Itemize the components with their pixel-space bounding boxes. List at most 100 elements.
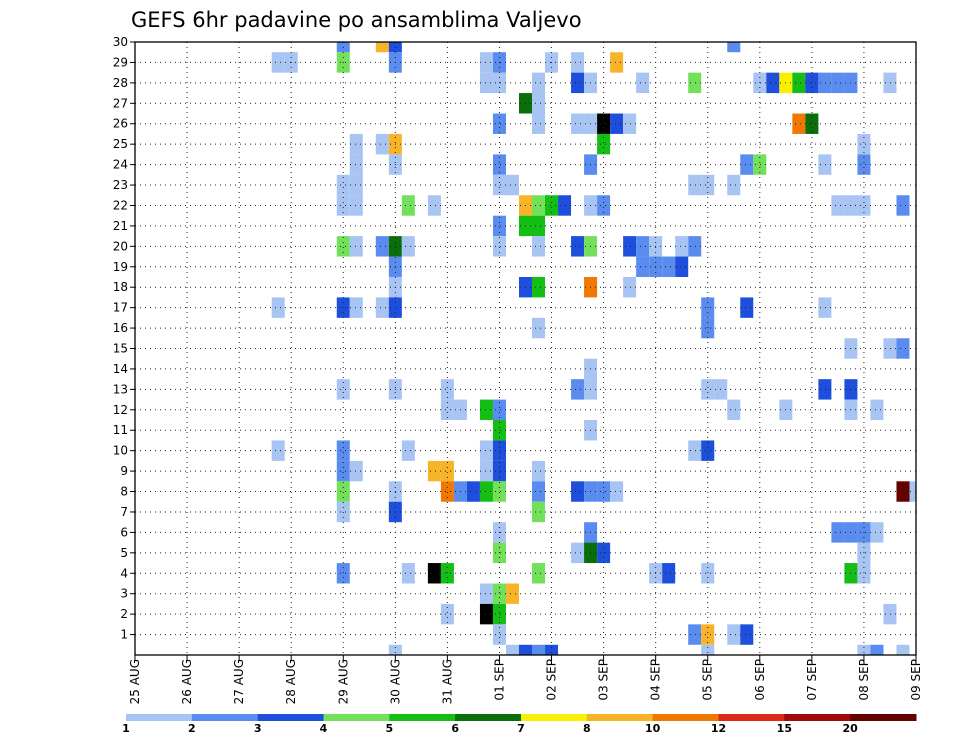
legend-label: 6 <box>451 722 459 735</box>
x-tick-label: 25 AUG <box>128 659 142 704</box>
precip-cell <box>532 276 546 298</box>
y-tick-label: 14 <box>113 362 128 376</box>
precip-cell <box>597 195 611 216</box>
y-tick-label: 4 <box>120 566 128 580</box>
precip-cell <box>479 481 493 502</box>
x-tick-label: 30 AUG <box>388 659 402 704</box>
precip-cell <box>349 460 363 482</box>
legend-swatch <box>126 714 193 721</box>
precip-cell <box>883 338 897 359</box>
precip-cell <box>688 72 702 94</box>
precip-cell <box>388 644 402 655</box>
legend-swatch <box>389 714 456 721</box>
precip-cell <box>479 52 493 73</box>
precip-cell <box>336 236 350 257</box>
precip-cell <box>857 644 871 655</box>
precip-cell <box>401 440 415 461</box>
legend-label: 10 <box>645 722 661 735</box>
x-tick-label: 09 SEP <box>909 659 923 701</box>
precip-cell <box>375 133 389 155</box>
precip-cell <box>740 624 754 645</box>
precip-cell <box>831 522 845 543</box>
precip-cell <box>571 542 585 564</box>
precip-cell <box>701 624 715 645</box>
y-tick-label: 6 <box>120 525 128 539</box>
precip-cell <box>466 481 480 502</box>
y-tick-label: 26 <box>113 117 128 131</box>
precip-cell <box>271 440 285 461</box>
precip-cell <box>479 399 493 421</box>
legend-swatch <box>521 714 588 721</box>
precip-cell <box>571 236 585 257</box>
precip-cell <box>336 563 350 584</box>
x-tick-label: 05 SEP <box>701 659 715 701</box>
precip-cell <box>896 338 910 359</box>
precip-cell <box>532 501 546 523</box>
y-tick-label: 30 <box>113 35 128 49</box>
y-tick-label: 7 <box>120 505 128 519</box>
y-tick-label: 3 <box>120 587 128 601</box>
precip-cell <box>597 133 611 155</box>
x-tick-label: 28 AUG <box>284 659 298 704</box>
precip-cell <box>857 563 871 584</box>
legend-swatch <box>784 714 851 721</box>
precip-cell <box>597 113 611 134</box>
precip-cell <box>623 276 637 298</box>
legend-swatch <box>652 714 719 721</box>
y-tick-label: 25 <box>113 137 128 151</box>
precip-cell <box>701 174 715 196</box>
precip-cell <box>870 522 884 543</box>
precip-cell <box>610 52 624 73</box>
precip-cell <box>636 256 650 277</box>
precip-cell <box>688 174 702 196</box>
precip-cell <box>349 297 363 318</box>
precip-cell <box>662 563 676 584</box>
precip-cell <box>349 133 363 155</box>
legend-swatch <box>586 714 654 721</box>
y-tick-label: 2 <box>120 607 128 621</box>
x-tick-label: 08 SEP <box>857 659 871 701</box>
y-tick-label: 8 <box>120 485 128 499</box>
ensemble-cells <box>271 42 916 655</box>
precip-cell <box>727 174 741 196</box>
precip-cell <box>545 644 559 655</box>
precip-cell <box>492 113 506 134</box>
precip-cell <box>831 195 845 216</box>
precip-cell <box>688 624 702 645</box>
precip-cell <box>688 440 702 461</box>
y-tick-label: 11 <box>113 423 128 437</box>
precip-cell <box>571 481 585 502</box>
x-axis: 25 AUG 26 AUG 27 AUG 28 AUG 29 AUG 30 AUG 31 A… <box>128 655 923 704</box>
precip-cell <box>427 460 441 482</box>
precip-cell <box>701 644 715 655</box>
precip-cell <box>532 93 546 114</box>
y-tick-label: 21 <box>113 219 128 233</box>
y-tick-label: 15 <box>113 342 128 356</box>
precip-cell <box>571 113 585 134</box>
precip-cell <box>532 113 546 134</box>
precip-cell <box>558 195 572 216</box>
y-tick-label: 24 <box>113 158 128 172</box>
precip-cell <box>336 195 350 216</box>
precip-cell <box>688 236 702 257</box>
precip-cell <box>492 440 506 461</box>
precip-cell <box>610 481 624 502</box>
precip-cell <box>440 481 454 502</box>
precip-cell <box>427 195 441 216</box>
precip-cell <box>857 195 871 216</box>
precip-cell <box>740 154 754 175</box>
precip-cell <box>545 195 559 216</box>
precip-cell <box>727 399 741 421</box>
precip-cell <box>532 317 546 339</box>
precip-cell <box>336 460 350 482</box>
precip-cell <box>610 113 624 134</box>
legend-swatch <box>323 714 390 721</box>
grid-lines <box>135 42 916 655</box>
precip-cell <box>440 399 454 421</box>
y-tick-label: 19 <box>113 260 128 274</box>
precip-cell <box>440 460 454 482</box>
precip-cell <box>349 236 363 257</box>
precip-cell <box>492 481 506 502</box>
precip-cell <box>479 460 493 482</box>
precip-cell <box>805 113 819 134</box>
